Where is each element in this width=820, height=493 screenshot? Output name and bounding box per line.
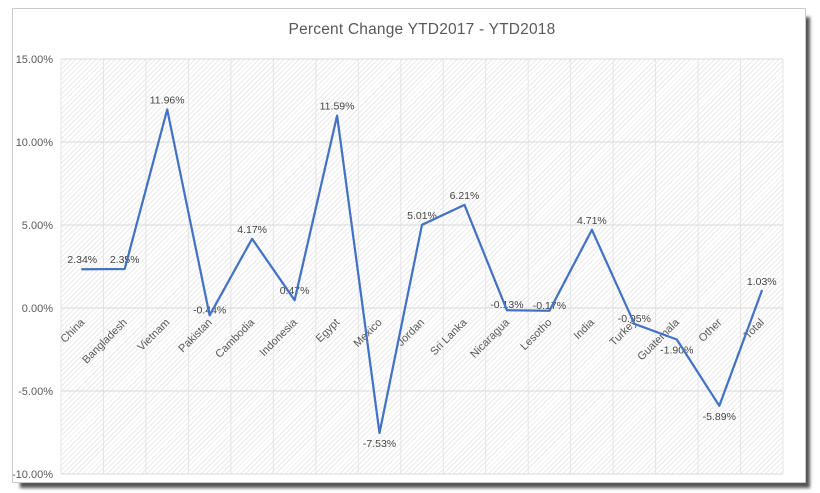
y-axis-tick-label: -5.00% bbox=[18, 386, 53, 398]
data-point-label: -1.90% bbox=[660, 345, 693, 357]
data-point-label: 4.17% bbox=[237, 224, 267, 236]
x-axis-category-label: China bbox=[59, 316, 88, 345]
series-line-percent-change bbox=[81, 108, 763, 435]
x-axis-category-label: Other bbox=[696, 316, 724, 344]
data-point-label: 11.59% bbox=[320, 101, 355, 113]
data-point-label: 2.34% bbox=[67, 254, 97, 266]
x-axis-category-label: Sri Lanka bbox=[428, 316, 470, 358]
x-axis-category-label: India bbox=[572, 316, 598, 342]
data-point-label: -7.53% bbox=[363, 438, 396, 450]
chart-frame: Percent Change YTD2017 - YTD2018 15.00% 1… bbox=[12, 8, 806, 483]
data-point-label: -0.17% bbox=[533, 300, 566, 312]
x-axis-category-label: Vietnam bbox=[135, 317, 172, 354]
x-axis-category-label: Egypt bbox=[314, 317, 342, 345]
x-axis-category-label: Nicaragua bbox=[468, 316, 513, 361]
x-axis-category-label: Indonesia bbox=[257, 316, 300, 359]
data-point-label: 6.21% bbox=[450, 190, 480, 202]
y-axis-tick-label: 10.00% bbox=[16, 137, 54, 149]
data-point-label: -5.89% bbox=[703, 411, 736, 423]
data-point-label: -0.13% bbox=[490, 299, 523, 311]
data-point-label: 5.01% bbox=[407, 210, 437, 222]
data-point-label: 2.35% bbox=[110, 254, 140, 266]
x-axis-category-label: Cambodia bbox=[213, 316, 258, 361]
x-axis-category-label: Pakistan bbox=[176, 317, 214, 355]
y-axis-tick-label: 15.00% bbox=[16, 54, 54, 66]
plot-svg: 15.00% 10.00% 5.00% 0.00% -5.00% -10.00% China… bbox=[13, 54, 784, 480]
x-axis-category-label: Total bbox=[742, 317, 767, 342]
data-point-label: 11.96% bbox=[150, 94, 185, 106]
chart-title: Percent Change YTD2017 - YTD2018 bbox=[288, 21, 556, 38]
y-axis-tick-label: 0.00% bbox=[22, 303, 53, 315]
data-point-label: 1.03% bbox=[747, 276, 777, 288]
data-point-label: 4.71% bbox=[577, 215, 607, 227]
x-axis-category-label: Lesotho bbox=[518, 317, 554, 353]
data-point-label: -0.95% bbox=[618, 313, 651, 325]
y-axis-tick-label: -10.00% bbox=[13, 469, 53, 480]
y-axis-tick-label: 5.00% bbox=[22, 220, 53, 232]
x-axis-category-label: Bangladesh bbox=[80, 317, 130, 367]
